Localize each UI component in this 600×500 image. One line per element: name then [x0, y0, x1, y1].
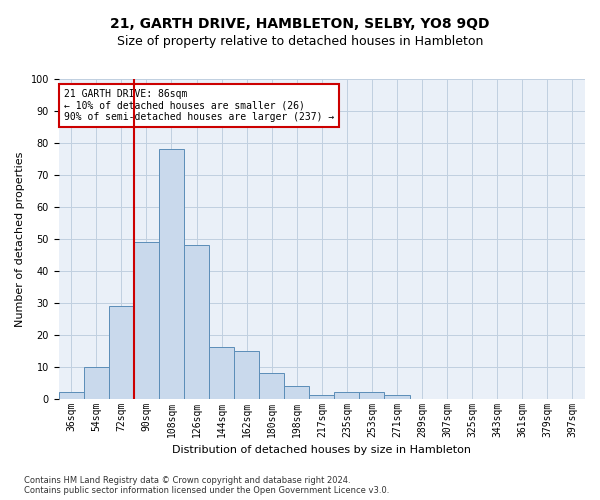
Bar: [385, 396, 410, 398]
Text: Contains public sector information licensed under the Open Government Licence v3: Contains public sector information licen…: [24, 486, 389, 495]
Bar: [84, 366, 109, 398]
Bar: [284, 386, 309, 398]
Text: Size of property relative to detached houses in Hambleton: Size of property relative to detached ho…: [117, 35, 483, 48]
Bar: [309, 396, 334, 398]
Bar: [159, 150, 184, 398]
Bar: [109, 306, 134, 398]
Bar: [184, 245, 209, 398]
Bar: [134, 242, 159, 398]
Text: Contains HM Land Registry data © Crown copyright and database right 2024.: Contains HM Land Registry data © Crown c…: [24, 476, 350, 485]
Bar: [234, 350, 259, 399]
Text: 21 GARTH DRIVE: 86sqm
← 10% of detached houses are smaller (26)
90% of semi-deta: 21 GARTH DRIVE: 86sqm ← 10% of detached …: [64, 88, 334, 122]
Bar: [259, 373, 284, 398]
Bar: [209, 348, 234, 399]
X-axis label: Distribution of detached houses by size in Hambleton: Distribution of detached houses by size …: [172, 445, 472, 455]
Bar: [334, 392, 359, 398]
Bar: [59, 392, 84, 398]
Text: 21, GARTH DRIVE, HAMBLETON, SELBY, YO8 9QD: 21, GARTH DRIVE, HAMBLETON, SELBY, YO8 9…: [110, 18, 490, 32]
Y-axis label: Number of detached properties: Number of detached properties: [15, 151, 25, 326]
Bar: [359, 392, 385, 398]
